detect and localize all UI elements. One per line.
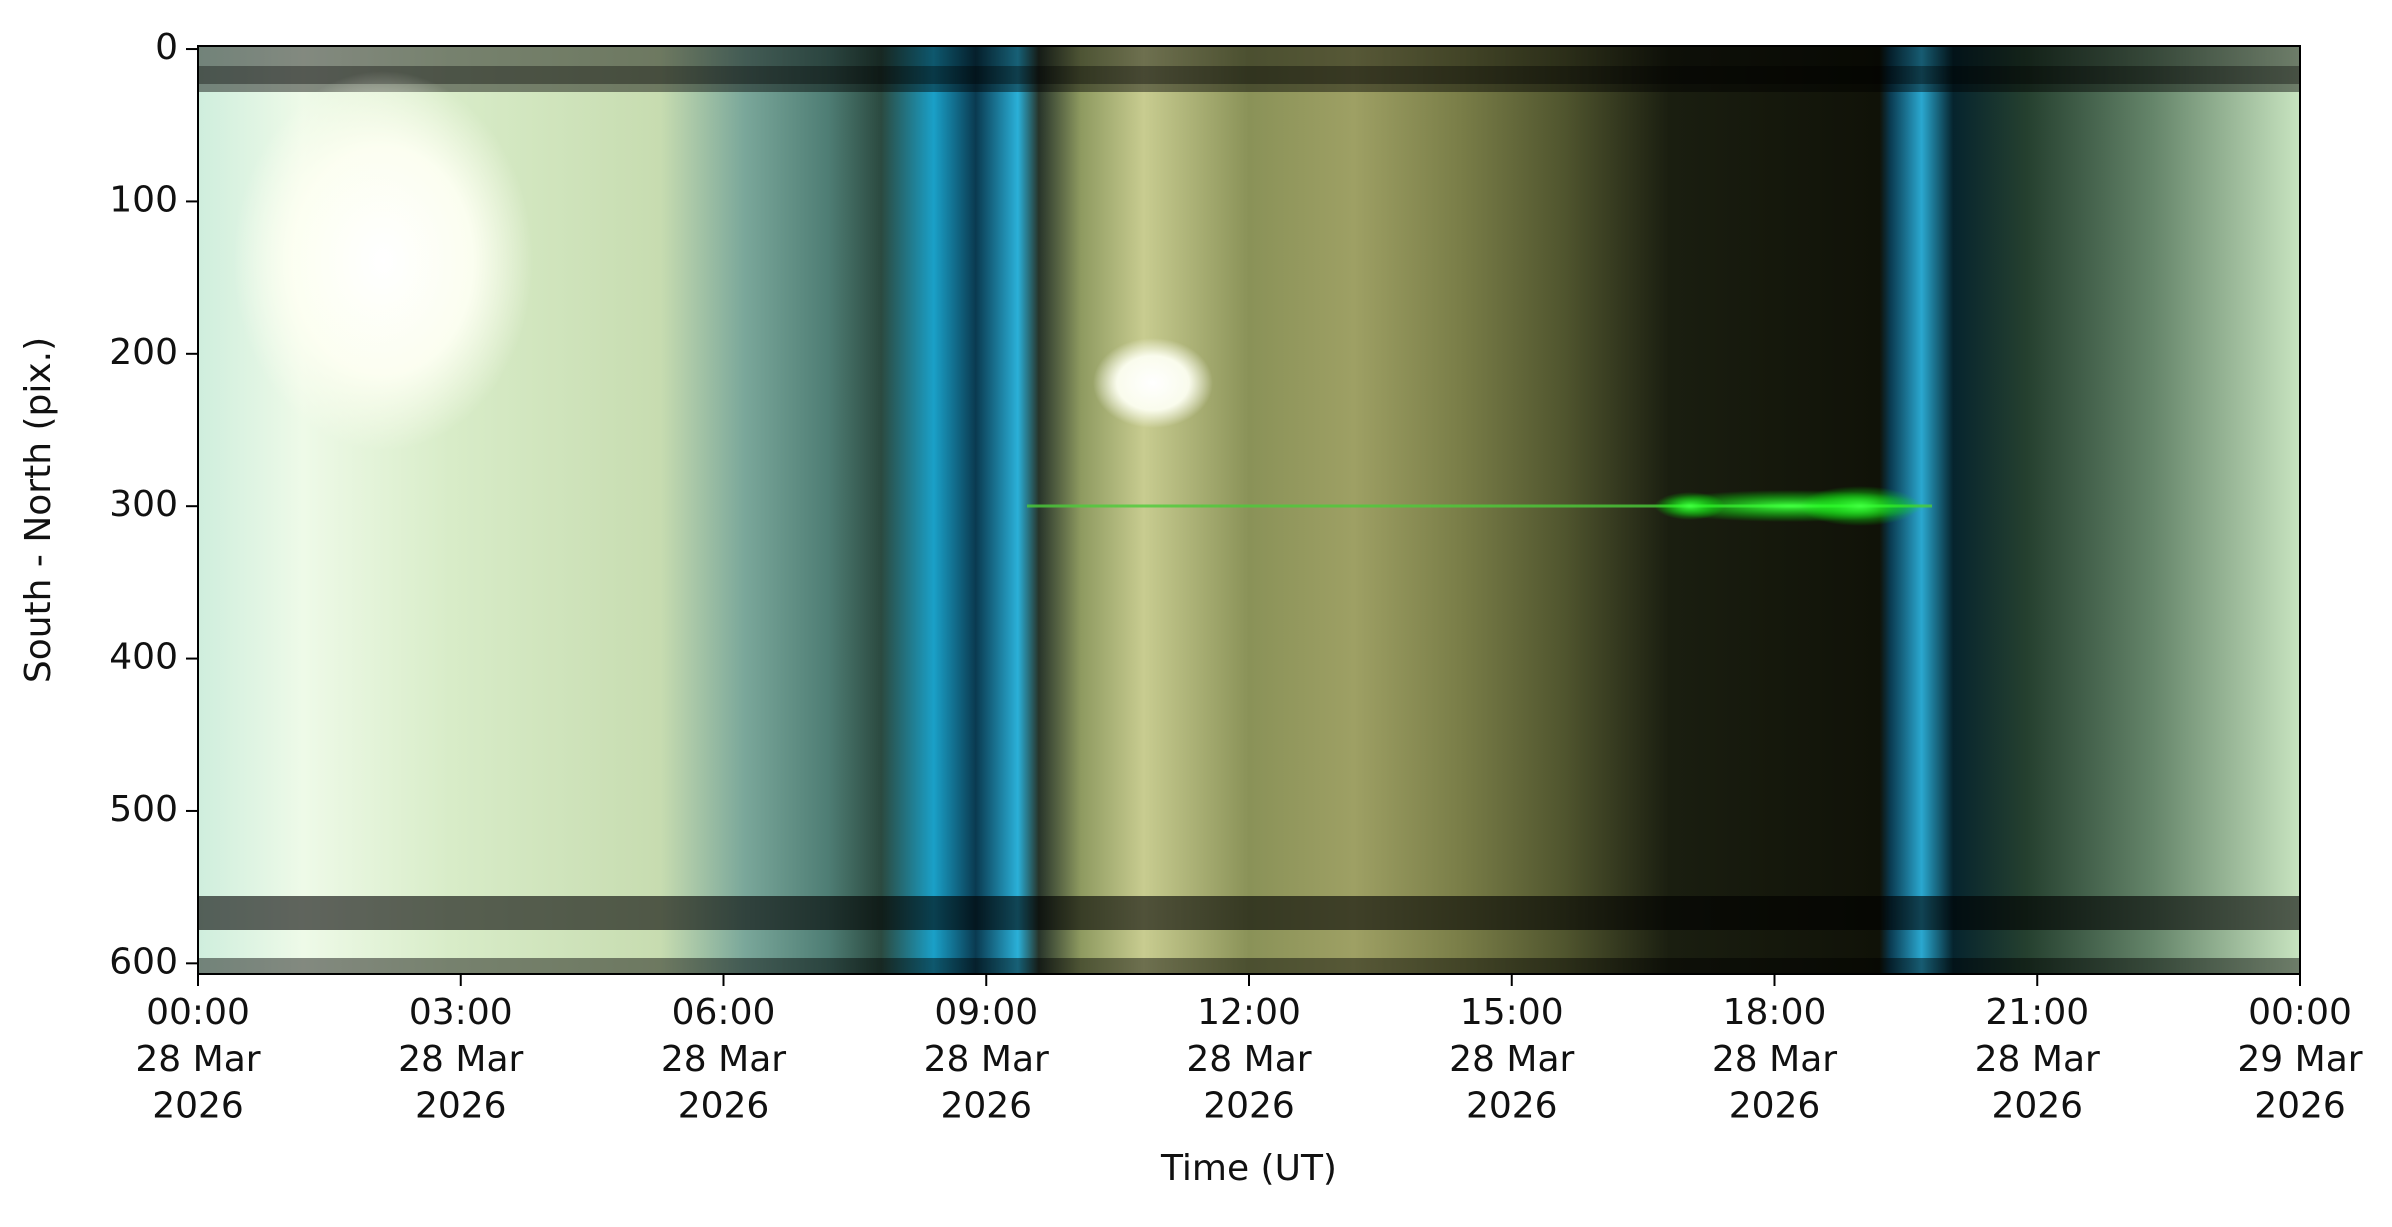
y-axis-label: South - North (pix.) [18,337,59,683]
x-tick-label: 03:00 28 Mar 2026 [398,992,523,1127]
x-axis-label: Time (UT) [1160,1148,1337,1189]
x-tick-label: 12:00 28 Mar 2026 [1186,992,1311,1127]
x-tick-label: 00:00 28 Mar 2026 [135,992,260,1127]
y-tick-label: 400 [109,637,178,678]
y-tick-label: 0 [155,27,178,68]
x-tick-label: 00:00 29 Mar 2026 [2237,992,2362,1127]
x-tick-label: 21:00 28 Mar 2026 [1975,992,2100,1127]
y-tick-label: 300 [109,484,178,525]
x-tick-label: 15:00 28 Mar 2026 [1449,992,1574,1127]
y-tick-label: 100 [109,179,178,220]
x-tick-label: 09:00 28 Mar 2026 [924,992,1049,1127]
keogram-image [198,46,2300,974]
x-tick-label: 18:00 28 Mar 2026 [1712,992,1837,1127]
y-tick-label: 600 [109,941,178,982]
x-tick-label: 06:00 28 Mar 2026 [661,992,786,1127]
y-tick-label: 200 [109,332,178,373]
y-tick-label: 500 [109,789,178,830]
